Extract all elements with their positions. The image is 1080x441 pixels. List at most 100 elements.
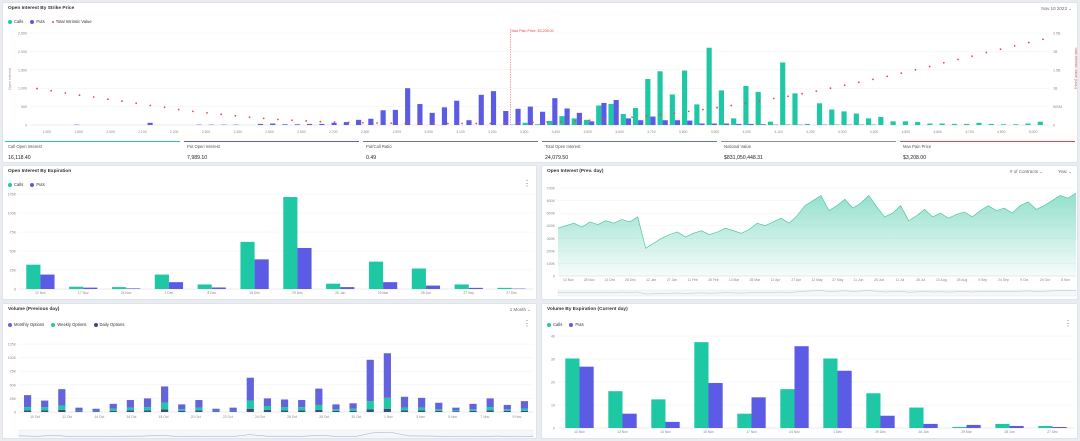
y-tick-label: 75K bbox=[10, 370, 17, 374]
x-tick-label: 11 Jul bbox=[895, 278, 904, 282]
total-intrinsic-point bbox=[276, 118, 279, 121]
legend-daily[interactable]: Daily Options bbox=[93, 322, 124, 327]
legend-calls[interactable]: Calls bbox=[8, 19, 23, 24]
y-tick-label: 30 bbox=[551, 358, 555, 362]
x-tick-label: 26 Feb bbox=[708, 278, 719, 282]
calls-bar bbox=[718, 90, 724, 125]
weekly-options-bar bbox=[349, 408, 357, 411]
calls-bar bbox=[111, 287, 127, 289]
monthly-options-bar bbox=[161, 386, 169, 403]
legend-weekly[interactable]: Weekly Options bbox=[51, 322, 87, 327]
y2-tick-label: 500M bbox=[1053, 105, 1062, 109]
weekly-options-bar bbox=[92, 410, 100, 412]
range-selector[interactable]: 1 Month ⌄ bbox=[510, 307, 531, 313]
calls-bar bbox=[694, 342, 709, 428]
x-tick-label: 8 Dec bbox=[207, 291, 216, 295]
total-intrinsic-point bbox=[985, 51, 988, 54]
mode-selector[interactable]: Year ⌄ bbox=[1058, 169, 1072, 175]
y-tick-label: 100K bbox=[8, 212, 17, 216]
puts-bar bbox=[625, 118, 632, 125]
x-tick-label: 2,300 bbox=[202, 130, 211, 134]
y-tick-label: 25K bbox=[10, 269, 17, 273]
x-tick-label: 26 Jan bbox=[335, 291, 345, 295]
puts-bar bbox=[168, 282, 184, 289]
y-tick-label: 20 bbox=[551, 381, 555, 385]
calls-bar bbox=[902, 121, 908, 125]
total-intrinsic-point bbox=[815, 90, 818, 93]
y-tick-label: 75K bbox=[10, 231, 17, 235]
total-intrinsic-point bbox=[92, 96, 95, 98]
calls-bar bbox=[534, 124, 540, 125]
daily-dot-icon bbox=[93, 322, 98, 327]
more-options-icon[interactable]: ⋮ bbox=[523, 179, 531, 188]
x-tick-label: 29 Mar bbox=[961, 430, 972, 434]
daily-options-bar bbox=[315, 409, 323, 412]
x-tick-label: 2,700 bbox=[329, 130, 338, 134]
x-tick-label: 11 Feb bbox=[688, 278, 698, 282]
total-intrinsic-point bbox=[546, 121, 548, 123]
calls-bar bbox=[731, 118, 737, 125]
daily-options-bar bbox=[435, 410, 443, 412]
x-tick-label: 26 Oct bbox=[287, 415, 297, 419]
panel-title: Volume (Previous day) bbox=[8, 307, 60, 312]
expiry-date-selector[interactable]: Nov 10 2023 ⌄ bbox=[1041, 6, 1072, 12]
calls-bar bbox=[1000, 124, 1007, 125]
x-tick-label: 30 Oct bbox=[351, 415, 361, 419]
calls-bar bbox=[939, 123, 945, 125]
open-interest-by-strike-panel: Open Interest By Strike Price Nov 10 202… bbox=[2, 2, 1078, 163]
x-tick-label: 2,200 bbox=[170, 130, 179, 134]
puts-bar bbox=[454, 100, 460, 125]
monthly-options-bar bbox=[418, 397, 426, 408]
more-options-icon[interactable]: ⋮ bbox=[523, 319, 531, 328]
legend-calls[interactable]: Calls bbox=[8, 182, 23, 187]
legend-total-intrinsic[interactable]: Total Intrinsic Value bbox=[51, 19, 92, 24]
y-tick-label: 25K bbox=[10, 397, 17, 401]
daily-options-bar bbox=[75, 411, 83, 412]
total-intrinsic-point bbox=[78, 94, 81, 97]
x-tick-label: 28 Mar bbox=[750, 278, 761, 282]
navigator-track bbox=[557, 289, 1077, 297]
contracts-selector[interactable]: # of Contracts ⌄ bbox=[1010, 169, 1043, 175]
weekly-options-bar bbox=[418, 407, 426, 411]
legend-calls[interactable]: Calls bbox=[547, 322, 562, 327]
x-tick-label: 8 Nov bbox=[1061, 278, 1070, 282]
x-tick-label: 9 Sep bbox=[978, 278, 987, 282]
total-intrinsic-point bbox=[447, 122, 449, 125]
x-tick-label: 2,800 bbox=[361, 130, 370, 134]
more-options-icon[interactable]: ⋮ bbox=[1064, 319, 1072, 328]
puts-bar bbox=[687, 120, 693, 125]
calls-bar bbox=[326, 283, 341, 289]
x-tick-label: 12 Oct bbox=[62, 415, 72, 419]
volume-prev-day-panel: Volume (Previous day) 1 Month ⌄ Monthly … bbox=[2, 303, 537, 439]
weekly-options-bar bbox=[383, 397, 391, 409]
calls-bar bbox=[866, 118, 872, 125]
x-tick-label: 25 Aug bbox=[957, 278, 968, 282]
legend-puts[interactable]: Puts bbox=[30, 182, 45, 187]
calls-dot-icon bbox=[547, 322, 551, 327]
legend-puts[interactable]: Puts bbox=[569, 322, 584, 327]
legend-puts[interactable]: Puts bbox=[30, 19, 45, 24]
total-intrinsic-point bbox=[64, 92, 67, 94]
x-tick-label: 3,600 bbox=[615, 130, 624, 134]
daily-options-bar bbox=[349, 410, 357, 412]
x-tick-label: 2,500 bbox=[265, 130, 274, 134]
calls-dot-icon bbox=[8, 19, 12, 24]
y-tick-label: 600K bbox=[547, 199, 556, 203]
calls-bar bbox=[620, 113, 626, 125]
x-tick-label: 1 Nov bbox=[384, 415, 393, 419]
weekly-options-bar bbox=[212, 410, 220, 412]
puts-bar bbox=[429, 112, 435, 125]
total-intrinsic-point bbox=[404, 122, 407, 125]
chevron-down-icon: ⌄ bbox=[527, 307, 531, 312]
x-tick-label: 24 Oct bbox=[255, 415, 265, 419]
total-intrinsic-point bbox=[36, 87, 38, 90]
weekly-options-bar bbox=[109, 408, 117, 411]
daily-options-bar bbox=[400, 410, 409, 412]
x-tick-label: 22 Oct bbox=[223, 415, 233, 419]
y2-tick-label: 0 bbox=[1053, 124, 1055, 128]
legend-monthly[interactable]: Monthly Options bbox=[8, 322, 44, 327]
calls-bar bbox=[915, 122, 921, 125]
x-tick-label: 9 Nov bbox=[513, 415, 522, 419]
daily-options-bar bbox=[161, 409, 169, 412]
x-tick-label: 2,900 bbox=[393, 130, 402, 134]
